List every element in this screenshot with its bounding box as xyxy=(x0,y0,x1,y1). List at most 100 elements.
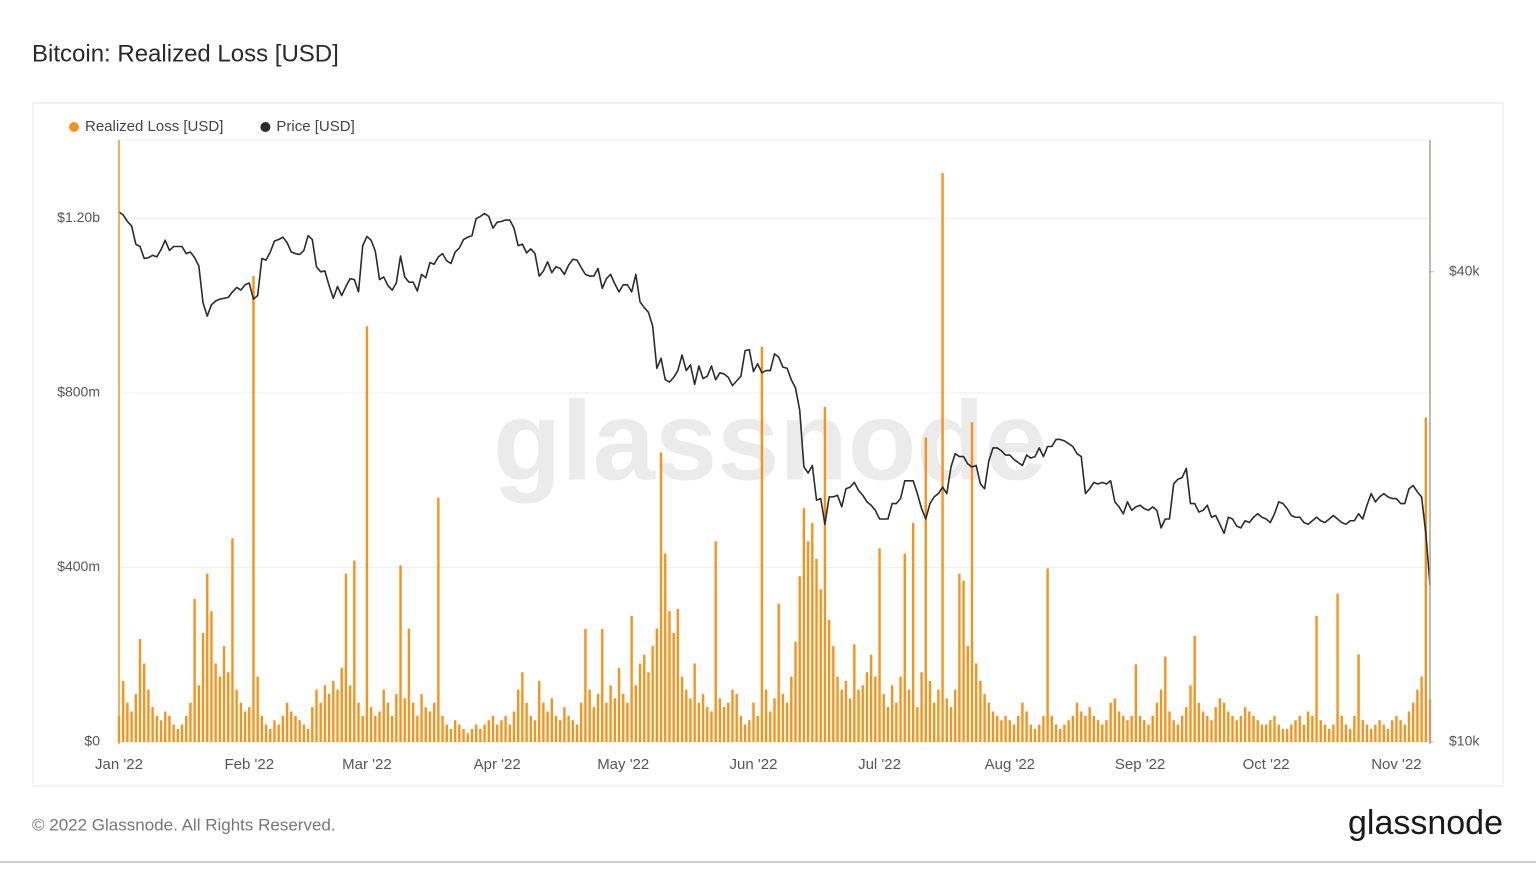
bar xyxy=(1290,724,1293,742)
bar xyxy=(1424,417,1427,742)
bar xyxy=(1306,711,1310,742)
y-tick-label: $400m xyxy=(57,558,100,574)
bar xyxy=(201,632,205,742)
bar xyxy=(407,628,411,742)
bar xyxy=(269,728,272,742)
bar xyxy=(756,715,759,742)
bar xyxy=(420,694,423,742)
bar xyxy=(1038,724,1041,742)
bar xyxy=(348,685,352,742)
bar xyxy=(332,680,335,742)
bar xyxy=(445,724,448,742)
bar xyxy=(512,711,516,742)
bar xyxy=(176,728,180,742)
bar xyxy=(806,541,810,742)
bar xyxy=(584,629,587,742)
bar xyxy=(857,689,860,742)
bar xyxy=(542,702,545,742)
bar xyxy=(155,715,159,742)
bar xyxy=(588,689,591,742)
bar xyxy=(193,598,196,742)
bar xyxy=(592,707,596,742)
bar xyxy=(996,715,999,742)
bar xyxy=(189,702,192,742)
bar xyxy=(1281,728,1285,742)
bar xyxy=(1319,720,1322,742)
bar xyxy=(1369,728,1373,742)
bar xyxy=(764,689,768,742)
bar xyxy=(1096,720,1100,742)
bar xyxy=(596,694,600,742)
bar xyxy=(1256,720,1259,742)
bar xyxy=(932,702,936,742)
bar xyxy=(424,707,427,742)
x-tick-label: May '22 xyxy=(597,756,649,773)
bar xyxy=(974,663,978,742)
bar xyxy=(361,715,364,742)
bar xyxy=(844,680,848,742)
bar xyxy=(344,573,348,742)
bar xyxy=(1113,698,1117,742)
bar xyxy=(1302,724,1306,742)
bar xyxy=(1185,707,1188,742)
bar xyxy=(1214,707,1217,742)
bar xyxy=(1101,724,1104,742)
bar xyxy=(668,611,671,742)
bar xyxy=(1084,715,1087,742)
bar xyxy=(298,720,301,742)
bar xyxy=(622,694,625,742)
bar xyxy=(462,728,465,742)
bar xyxy=(1021,702,1024,742)
bar xyxy=(1071,715,1075,742)
bar xyxy=(147,689,150,742)
bar xyxy=(185,715,188,742)
bar xyxy=(483,724,486,742)
bar xyxy=(718,698,722,742)
bar xyxy=(647,672,650,742)
bar xyxy=(710,711,713,742)
bar xyxy=(235,689,238,742)
bar xyxy=(546,711,549,742)
bar xyxy=(697,702,701,742)
legend-marker xyxy=(69,122,79,132)
bar xyxy=(327,694,331,742)
bar xyxy=(571,720,575,742)
bar xyxy=(403,698,406,742)
chart-card xyxy=(32,102,1504,787)
bar xyxy=(487,720,490,742)
bar xyxy=(239,702,243,742)
bar xyxy=(1378,720,1381,742)
bar xyxy=(937,689,940,742)
bar xyxy=(294,715,297,742)
bar xyxy=(1273,715,1276,742)
bar xyxy=(630,615,633,742)
bar xyxy=(273,720,276,742)
bar xyxy=(281,715,285,742)
bar xyxy=(248,707,251,742)
bar xyxy=(1332,724,1335,742)
bar xyxy=(907,689,911,742)
bar xyxy=(172,724,175,742)
bar xyxy=(722,707,726,742)
bar xyxy=(848,698,852,742)
bar xyxy=(1361,720,1364,742)
bar xyxy=(869,654,873,742)
bar xyxy=(865,672,869,742)
bar xyxy=(1269,720,1272,742)
bar xyxy=(664,553,667,742)
bar xyxy=(1344,724,1348,742)
bar xyxy=(676,608,680,742)
bar xyxy=(832,646,835,742)
bar xyxy=(1365,724,1369,742)
bar xyxy=(601,629,604,742)
bar xyxy=(874,676,877,742)
bar xyxy=(798,576,801,742)
bar xyxy=(277,724,280,742)
bar xyxy=(731,689,734,742)
x-tick-label: Nov '22 xyxy=(1371,756,1421,773)
bar xyxy=(1315,615,1318,742)
bar xyxy=(319,702,322,742)
bar xyxy=(794,641,797,742)
bar xyxy=(1117,711,1121,742)
